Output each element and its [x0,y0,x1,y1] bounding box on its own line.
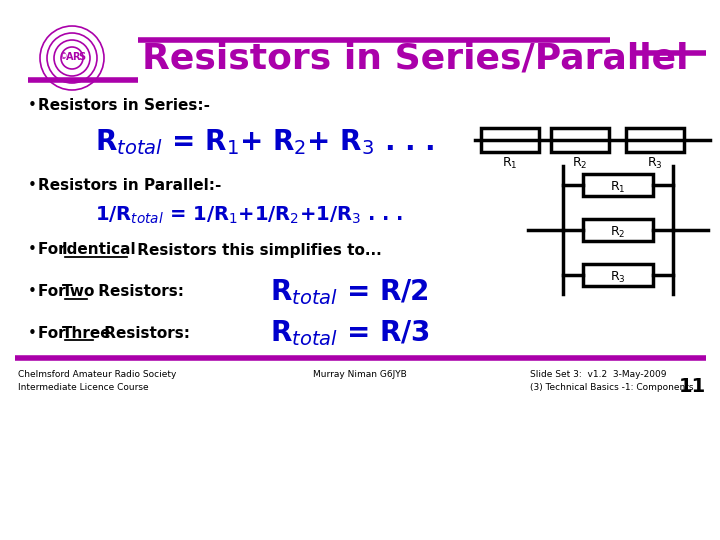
Text: A: A [66,52,73,62]
Bar [626,128,684,152]
Text: R$_{total}$ = R$_{1}$+ R$_{2}$+ R$_{3}$ . . .: R$_{total}$ = R$_{1}$+ R$_{2}$+ R$_{3}$ … [95,127,434,157]
Bar [551,128,609,152]
Text: •: • [28,178,37,192]
Text: Identical: Identical [62,242,137,258]
Text: 1/R$_{total}$ = 1/R$_{1}$+1/R$_{2}$+1/R$_{3}$ . . .: 1/R$_{total}$ = 1/R$_{1}$+1/R$_{2}$+1/R$… [95,204,403,226]
Text: Resistors:: Resistors: [93,285,184,300]
Text: Murray Niman G6JYB: Murray Niman G6JYB [313,370,407,379]
Text: Slide Set 3:  v1.2  3-May-2009
(3) Technical Basics -1: Components: Slide Set 3: v1.2 3-May-2009 (3) Technic… [530,370,693,392]
Text: R$_{2}$: R$_{2}$ [611,225,626,240]
Bar [583,219,653,241]
Text: Three: Three [62,326,112,341]
Text: R$_{3}$: R$_{3}$ [647,156,663,171]
Text: Resistors in Series/Parallel: Resistors in Series/Parallel [142,41,688,75]
Text: Resistors in Parallel:-: Resistors in Parallel:- [38,178,221,192]
Text: R$_{1}$: R$_{1}$ [503,156,518,171]
Text: ©: © [60,52,68,62]
Text: For: For [38,242,71,258]
Text: Two: Two [62,285,95,300]
Bar [583,174,653,196]
Text: 11: 11 [679,377,706,396]
Text: •: • [28,285,37,300]
Bar [583,264,653,286]
Text: Resistors in Series:-: Resistors in Series:- [38,98,210,112]
Text: R$_{total}$ = R/2: R$_{total}$ = R/2 [270,277,429,307]
Text: R$_{3}$: R$_{3}$ [610,269,626,285]
Bar [481,128,539,152]
Text: R$_{1}$: R$_{1}$ [611,179,626,194]
Text: •: • [28,242,37,258]
Text: •: • [28,98,37,112]
Text: For: For [38,285,71,300]
Text: R$_{2}$: R$_{2}$ [572,156,588,171]
Text: Resistors this simplifies to...: Resistors this simplifies to... [132,242,382,258]
Text: S: S [78,52,86,62]
Text: R: R [72,52,80,62]
Text: Resistors:: Resistors: [99,326,190,341]
Text: •: • [28,326,37,341]
Text: R$_{total}$ = R/3: R$_{total}$ = R/3 [270,318,430,348]
Text: Chelmsford Amateur Radio Society
Intermediate Licence Course: Chelmsford Amateur Radio Society Interme… [18,370,176,392]
Text: For: For [38,326,71,341]
